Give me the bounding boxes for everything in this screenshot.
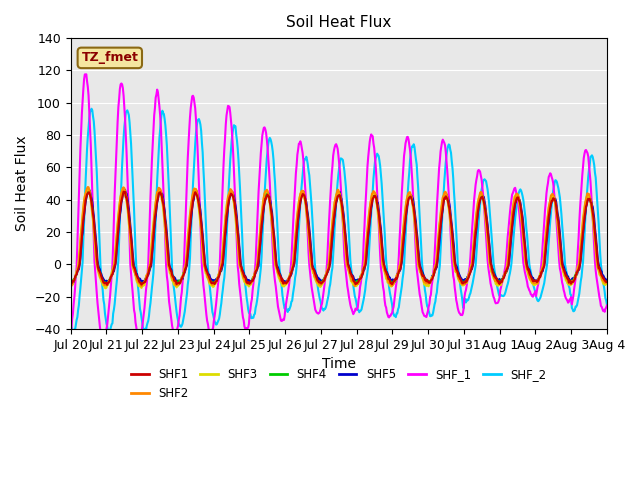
X-axis label: Time: Time [322,357,356,372]
Text: TZ_fmet: TZ_fmet [81,51,138,64]
Y-axis label: Soil Heat Flux: Soil Heat Flux [15,136,29,231]
Legend: SHF1, SHF2, SHF3, SHF4, SHF5, SHF_1, SHF_2: SHF1, SHF2, SHF3, SHF4, SHF5, SHF_1, SHF… [127,363,551,405]
Title: Soil Heat Flux: Soil Heat Flux [286,15,392,30]
